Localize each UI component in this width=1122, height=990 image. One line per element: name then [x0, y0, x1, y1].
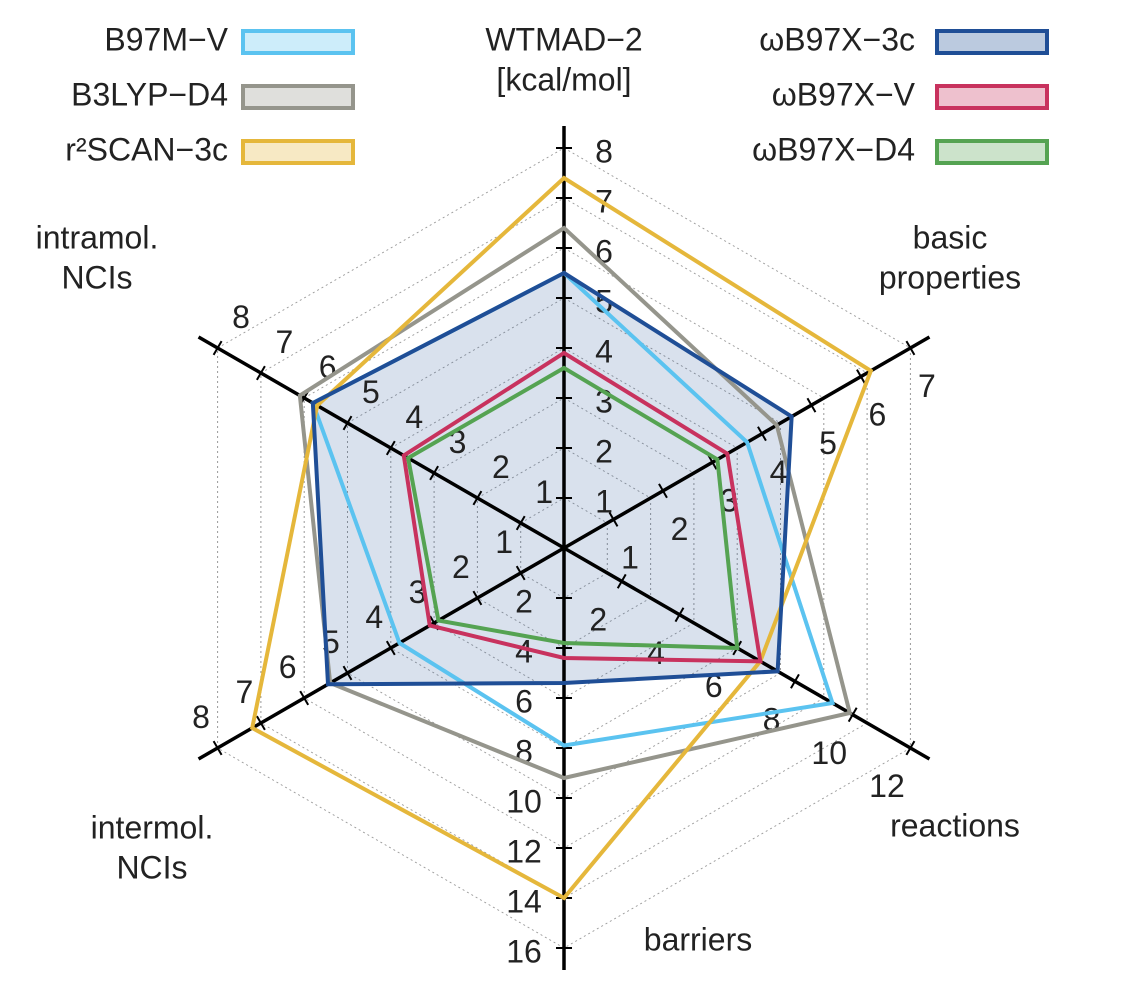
- tick-label: 1: [535, 474, 553, 510]
- tick-mark: [658, 483, 668, 499]
- tick-label: 2: [589, 601, 607, 637]
- axis-label: NCIs: [116, 849, 187, 885]
- tick-mark: [806, 397, 817, 413]
- tick-label: 1: [495, 524, 513, 560]
- tick-label: 4: [770, 454, 788, 490]
- legend-label: B3LYP−D4: [71, 76, 228, 112]
- tick-mark: [212, 340, 223, 356]
- tick-mark: [707, 454, 718, 470]
- legend-swatch: [241, 139, 355, 165]
- tick-label: 7: [235, 674, 253, 710]
- tick-label: 1: [595, 483, 613, 519]
- tick-label: 12: [506, 833, 542, 869]
- tick-label: 6: [515, 683, 533, 719]
- tick-mark: [212, 740, 223, 756]
- axis-line: [563, 546, 931, 761]
- legend-label: r²SCAN−3c: [65, 131, 228, 167]
- axis-label: reactions: [890, 807, 1020, 843]
- series-line: [405, 365, 740, 651]
- legend-swatch: [241, 29, 355, 55]
- legend-swatch: [935, 139, 1049, 165]
- legend-label: ωB97X−V: [772, 76, 916, 112]
- axis-label: properties: [879, 259, 1021, 295]
- tick-mark: [472, 590, 483, 606]
- tick-label: 10: [506, 783, 542, 819]
- tick-label: 10: [811, 735, 847, 771]
- axis-label: barriers: [644, 921, 752, 957]
- tick-label: 7: [918, 368, 936, 404]
- axis-label: basic: [913, 219, 988, 255]
- tick-label: 2: [452, 549, 470, 585]
- tick-label: 5: [819, 425, 837, 461]
- axis-label: intermol.: [91, 809, 214, 845]
- tick-label: 8: [595, 133, 613, 169]
- series-line: [249, 175, 874, 901]
- legend-label: ωB97X−3c: [759, 21, 915, 57]
- tick-mark: [472, 490, 483, 506]
- legend-swatch: [241, 84, 355, 110]
- tick-mark: [790, 673, 800, 689]
- tick-mark: [515, 565, 526, 581]
- axis-label: [kcal/mol]: [496, 61, 631, 97]
- axis-label: intramol.: [36, 219, 159, 255]
- tick-label: 12: [869, 768, 905, 804]
- tick-label: 2: [595, 433, 613, 469]
- legend-label: ωB97X−D4: [752, 131, 915, 167]
- tick-mark: [905, 340, 916, 356]
- tick-mark: [299, 690, 310, 706]
- tick-mark: [429, 465, 439, 481]
- tick-label: 16: [506, 933, 542, 969]
- series-line: [310, 270, 794, 687]
- axis-line: [197, 546, 565, 761]
- tick-mark: [608, 512, 619, 527]
- tick-mark: [856, 369, 866, 384]
- legend-label: B97M−V: [104, 21, 228, 57]
- tick-label: 4: [647, 635, 665, 671]
- tick-mark: [905, 740, 916, 756]
- tick-mark: [385, 640, 396, 656]
- tick-label: 2: [492, 449, 510, 485]
- tick-label: 2: [671, 511, 689, 547]
- tick-mark: [616, 573, 627, 589]
- tick-mark: [342, 415, 353, 431]
- axis-line: [197, 335, 565, 550]
- tick-mark: [342, 665, 353, 681]
- tick-label: 7: [275, 324, 293, 360]
- legend-swatch: [935, 29, 1049, 55]
- tick-label: 5: [362, 374, 380, 410]
- tick-label: 1: [621, 540, 639, 576]
- series-line: [401, 350, 763, 664]
- tick-label: 4: [405, 399, 423, 435]
- tick-label: 8: [232, 299, 250, 335]
- tick-label: 8: [192, 699, 210, 735]
- tick-label: 6: [705, 668, 723, 704]
- tick-mark: [385, 440, 396, 456]
- tick-label: 2: [515, 583, 533, 619]
- series-line: [297, 225, 853, 781]
- axis-label: WTMAD−2: [485, 21, 642, 57]
- tick-label: 14: [506, 883, 542, 919]
- tick-label: 6: [279, 649, 297, 685]
- tick-label: 4: [595, 333, 613, 369]
- axis-label: NCIs: [61, 259, 132, 295]
- tick-mark: [256, 715, 266, 731]
- tick-mark: [674, 607, 685, 623]
- tick-label: 5: [595, 283, 613, 319]
- tick-mark: [757, 426, 767, 442]
- tick-mark: [256, 365, 266, 381]
- tick-label: 6: [869, 397, 887, 433]
- tick-mark: [847, 707, 858, 723]
- tick-label: 4: [515, 633, 533, 669]
- tick-mark: [515, 515, 526, 531]
- legend-swatch: [935, 84, 1049, 110]
- tick-label: 4: [365, 599, 383, 635]
